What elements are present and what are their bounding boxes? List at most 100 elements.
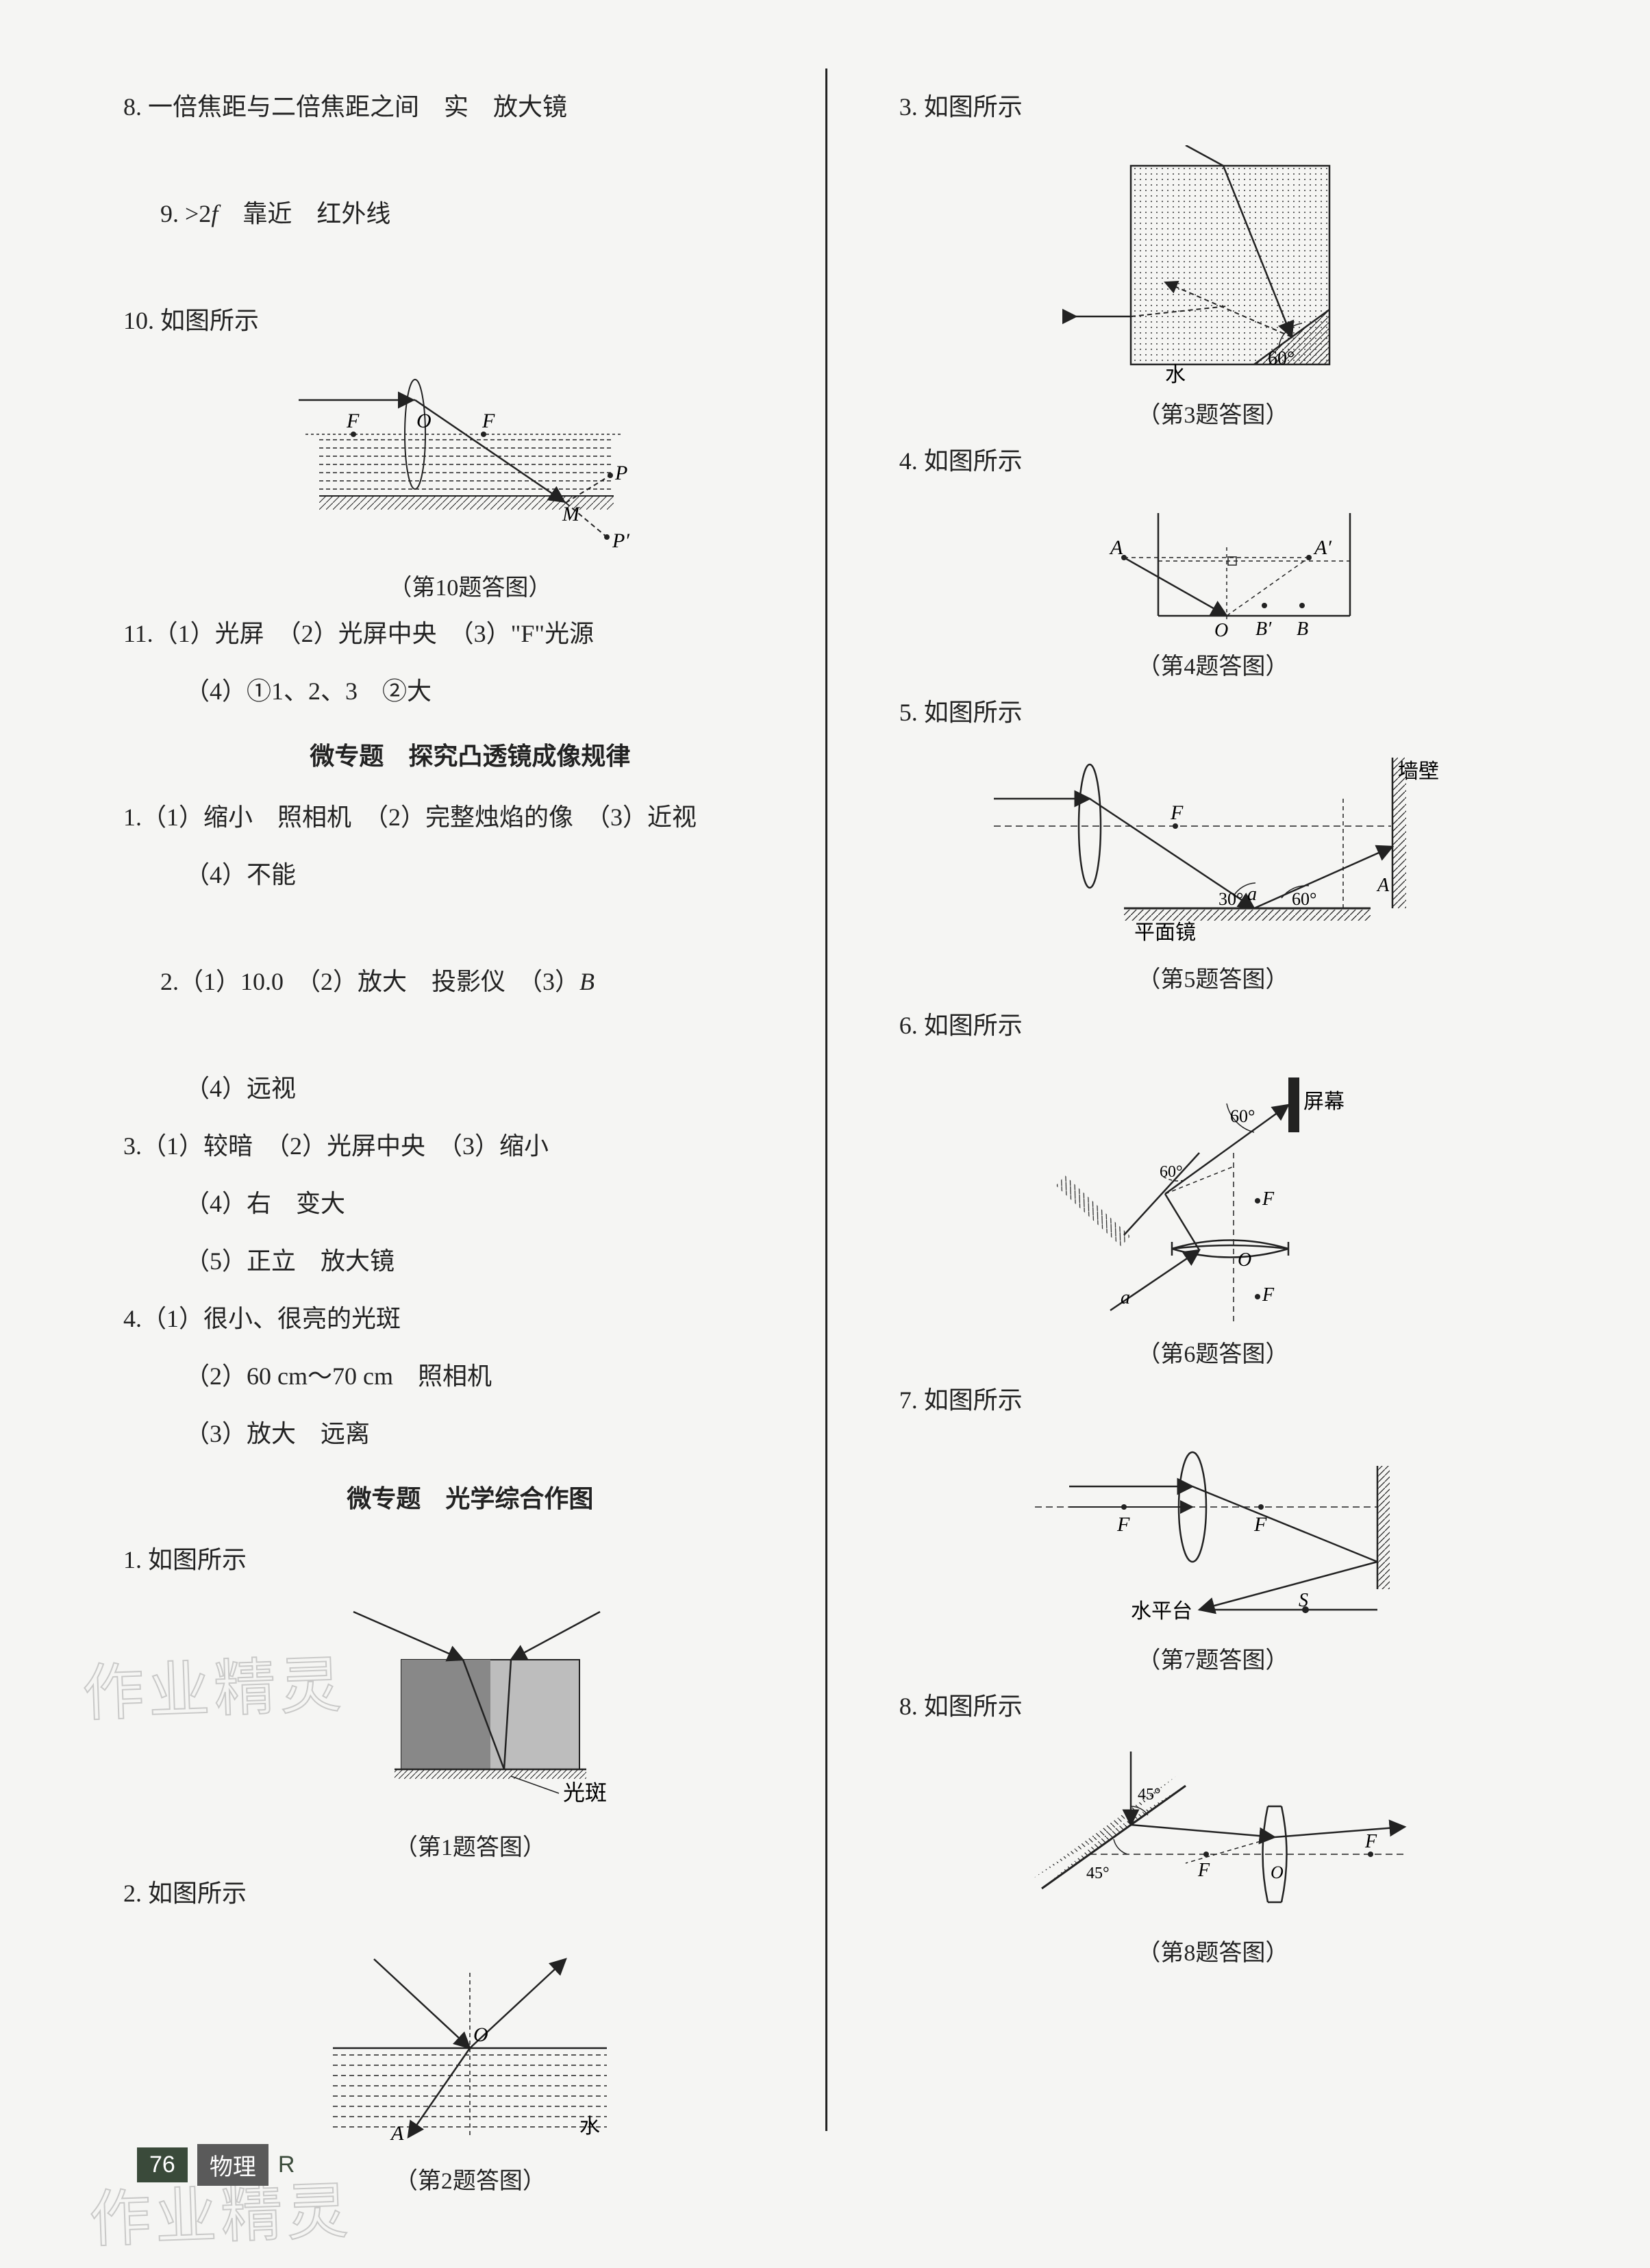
sec1-q4a: 4.（1）很小、很亮的光斑: [123, 1294, 817, 1343]
svg-text:60°: 60°: [1268, 348, 1295, 369]
figure-o1-svg: 光斑: [305, 1598, 634, 1824]
caption-r5: （第5题答图）: [899, 960, 1527, 994]
svg-text:a: a: [1247, 884, 1257, 905]
figure-r6: 屏幕 F F O a: [899, 1064, 1527, 1369]
svg-text:a: a: [1121, 1287, 1130, 1308]
sec1-q2a-pre: 2.（1）10.0 （2）放大 投影仪 （3）: [160, 968, 579, 995]
caption-r6: （第6题答图）: [899, 1335, 1527, 1369]
svg-text:F: F: [1170, 801, 1184, 824]
figure-q10-svg: F O F P M P′: [292, 359, 648, 564]
optics-q5: 5. 如图所示: [899, 688, 1527, 737]
figure-r7: F F 水平台 S （第7题答图）: [899, 1438, 1527, 1675]
svg-text:60°: 60°: [1292, 889, 1316, 909]
sec1-q3a: 3.（1）较暗 （2）光屏中央 （3）缩小: [123, 1121, 817, 1171]
optics-q1: 1. 如图所示: [123, 1535, 817, 1584]
svg-text:P: P: [614, 462, 627, 484]
sec1-q2a-b: B: [579, 968, 595, 995]
svg-text:光斑: 光斑: [563, 1780, 607, 1805]
caption-r4: （第4题答图）: [899, 647, 1527, 681]
svg-text:F: F: [1116, 1513, 1130, 1536]
answer-9-post: 靠近 红外线: [218, 200, 390, 227]
right-column: 3. 如图所示: [899, 82, 1527, 2227]
section-title-1: 微专题 探究凸透镜成像规律: [123, 736, 817, 772]
svg-text:F: F: [1197, 1860, 1210, 1881]
optics-q6: 6. 如图所示: [899, 1001, 1527, 1050]
figure-q10: F O F P M P′ （第10题答图）: [123, 359, 817, 602]
figure-o2-svg: O A 水: [305, 1932, 634, 2158]
caption-r7: （第7题答图）: [899, 1641, 1527, 1675]
svg-text:水: 水: [1165, 364, 1186, 386]
section-title-2: 微专题 光学综合作图: [123, 1479, 817, 1515]
svg-text:45°: 45°: [1138, 1786, 1161, 1804]
edition-label: R: [278, 2152, 295, 2178]
sec1-q3b: （4）右 变大: [123, 1179, 817, 1228]
optics-q2: 2. 如图所示: [123, 1869, 817, 1918]
figure-r3-svg: 60° 水: [1062, 145, 1364, 392]
optics-q7: 7. 如图所示: [899, 1375, 1527, 1425]
svg-text:O: O: [416, 410, 432, 432]
optics-q3: 3. 如图所示: [899, 82, 1527, 132]
svg-text:60°: 60°: [1160, 1163, 1183, 1181]
svg-text:60°: 60°: [1230, 1106, 1255, 1126]
optics-q4: 4. 如图所示: [899, 436, 1527, 486]
figure-r5: 墙壁 平面镜 F a 30° 6: [899, 751, 1527, 994]
svg-text:O: O: [1238, 1249, 1251, 1271]
figure-r8: O F F 45° 45° （第8题答图）: [899, 1745, 1527, 1967]
sec1-q4c: （3）放大 远离: [123, 1409, 817, 1458]
svg-text:水平台: 水平台: [1131, 1600, 1192, 1623]
svg-text:墙壁: 墙壁: [1398, 760, 1439, 783]
sec1-q1b: （4）不能: [123, 850, 817, 899]
figure-r3: 60° 水 （第3题答图）: [899, 145, 1527, 429]
svg-text:B: B: [1297, 619, 1308, 640]
svg-text:M: M: [562, 503, 581, 525]
column-divider: [825, 68, 827, 2131]
sec1-q2b: （4）远视: [123, 1064, 817, 1113]
sec1-q3c: （5）正立 放大镜: [123, 1236, 817, 1286]
figure-o1: 作业精灵 光斑 （第1题答图）: [123, 1598, 817, 1862]
answer-11b: （4）①1、2、3 ②大: [123, 666, 817, 716]
svg-text:A: A: [1376, 875, 1390, 896]
svg-text:平面镜: 平面镜: [1134, 921, 1196, 944]
svg-text:O: O: [473, 2023, 488, 2046]
answer-9-f: f: [211, 200, 218, 227]
svg-text:O: O: [1214, 620, 1228, 641]
figure-r4: A A′ O B′ B （第4题答图）: [899, 499, 1527, 681]
svg-text:P′: P′: [612, 529, 629, 552]
figure-r4-svg: A A′ O B′ B: [1055, 499, 1371, 643]
figure-r7-svg: F F 水平台 S: [1021, 1438, 1405, 1637]
svg-text:S: S: [1299, 1590, 1308, 1611]
svg-text:45°: 45°: [1086, 1865, 1110, 1882]
svg-text:F: F: [1262, 1284, 1275, 1306]
svg-text:F: F: [346, 410, 360, 432]
subject-label: 物理: [197, 2144, 268, 2186]
svg-text:F: F: [1262, 1188, 1275, 1210]
answer-11a: 11.（1）光屏 （2）光屏中央 （3）"F"光源: [123, 609, 817, 658]
answer-9: 9. >2f 靠近 红外线: [123, 140, 817, 288]
sec1-q2a: 2.（1）10.0 （2）放大 投影仪 （3）B: [123, 908, 817, 1056]
svg-text:F: F: [1364, 1831, 1377, 1852]
caption-r8: （第8题答图）: [899, 1934, 1527, 1967]
optics-q8: 8. 如图所示: [899, 1682, 1527, 1731]
caption-q10: （第10题答图）: [123, 569, 817, 602]
figure-r6-svg: 屏幕 F F O a: [1055, 1064, 1371, 1331]
svg-text:A′: A′: [1313, 536, 1332, 559]
svg-text:30°: 30°: [1218, 889, 1243, 909]
svg-text:A: A: [390, 2122, 404, 2145]
figure-r8-svg: O F F 45° 45°: [1008, 1745, 1418, 1930]
svg-text:A: A: [1109, 536, 1123, 559]
svg-text:F: F: [482, 410, 495, 432]
left-column: 8. 一倍焦距与二倍焦距之间 实 放大镜 9. >2f 靠近 红外线 10. 如…: [123, 82, 817, 2227]
page-number: 76: [137, 2147, 188, 2182]
svg-text:O: O: [1271, 1862, 1284, 1882]
answer-10: 10. 如图所示: [123, 296, 817, 345]
sec1-q1a: 1.（1）缩小 照相机 （2）完整烛焰的像 （3）近视: [123, 793, 817, 842]
page-footer: 76 物理 R: [137, 2144, 295, 2186]
answer-9-pre: 9. >2: [160, 200, 211, 227]
figure-r5-svg: 墙壁 平面镜 F a 30° 6: [987, 751, 1439, 956]
sec1-q4b: （2）60 cm～70 cm 照相机: [123, 1351, 817, 1401]
svg-text:B′: B′: [1255, 619, 1272, 640]
caption-o1: （第1题答图）: [123, 1828, 817, 1862]
svg-text:屏幕: 屏幕: [1303, 1091, 1345, 1113]
answer-8: 8. 一倍焦距与二倍焦距之间 实 放大镜: [123, 82, 817, 132]
caption-r3: （第3题答图）: [899, 396, 1527, 429]
